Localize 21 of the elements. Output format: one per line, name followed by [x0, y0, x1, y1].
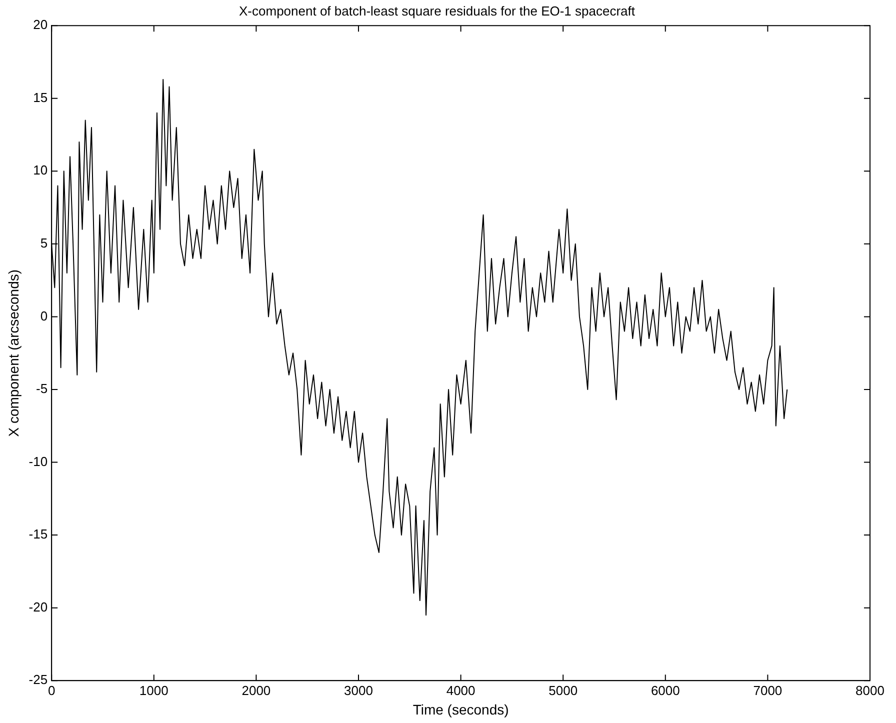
- y-axis-title: X component (arcseconds): [5, 269, 22, 437]
- y-tick-label: -10: [28, 454, 48, 469]
- y-tick-label: -20: [28, 599, 48, 614]
- x-tick-label: 6000: [650, 682, 680, 698]
- y-tick-label: 15: [33, 90, 48, 105]
- y-tick-label: -15: [28, 526, 48, 542]
- y-tick-label: 20: [33, 17, 48, 32]
- x-axis-title: Time (seconds): [412, 701, 509, 718]
- x-tick-label: 2000: [242, 682, 271, 698]
- x-tick-label: 5000: [548, 682, 578, 698]
- x-tick-label: 8000: [856, 682, 884, 698]
- y-tick-label: -5: [36, 381, 48, 396]
- chart-title: X-component of batch-least square residuals for the EO-1 spacecraft: [239, 3, 636, 18]
- y-tick-label: 0: [40, 308, 48, 324]
- x-tick-label: 4000: [446, 682, 476, 698]
- y-tick-label: 5: [40, 236, 48, 251]
- x-tick-label: 1000: [139, 682, 168, 698]
- y-tick-label: 10: [33, 162, 48, 178]
- x-tick-label: 3000: [344, 682, 373, 698]
- x-tick-label: 7000: [753, 682, 782, 698]
- y-tick-label: -25: [28, 672, 48, 688]
